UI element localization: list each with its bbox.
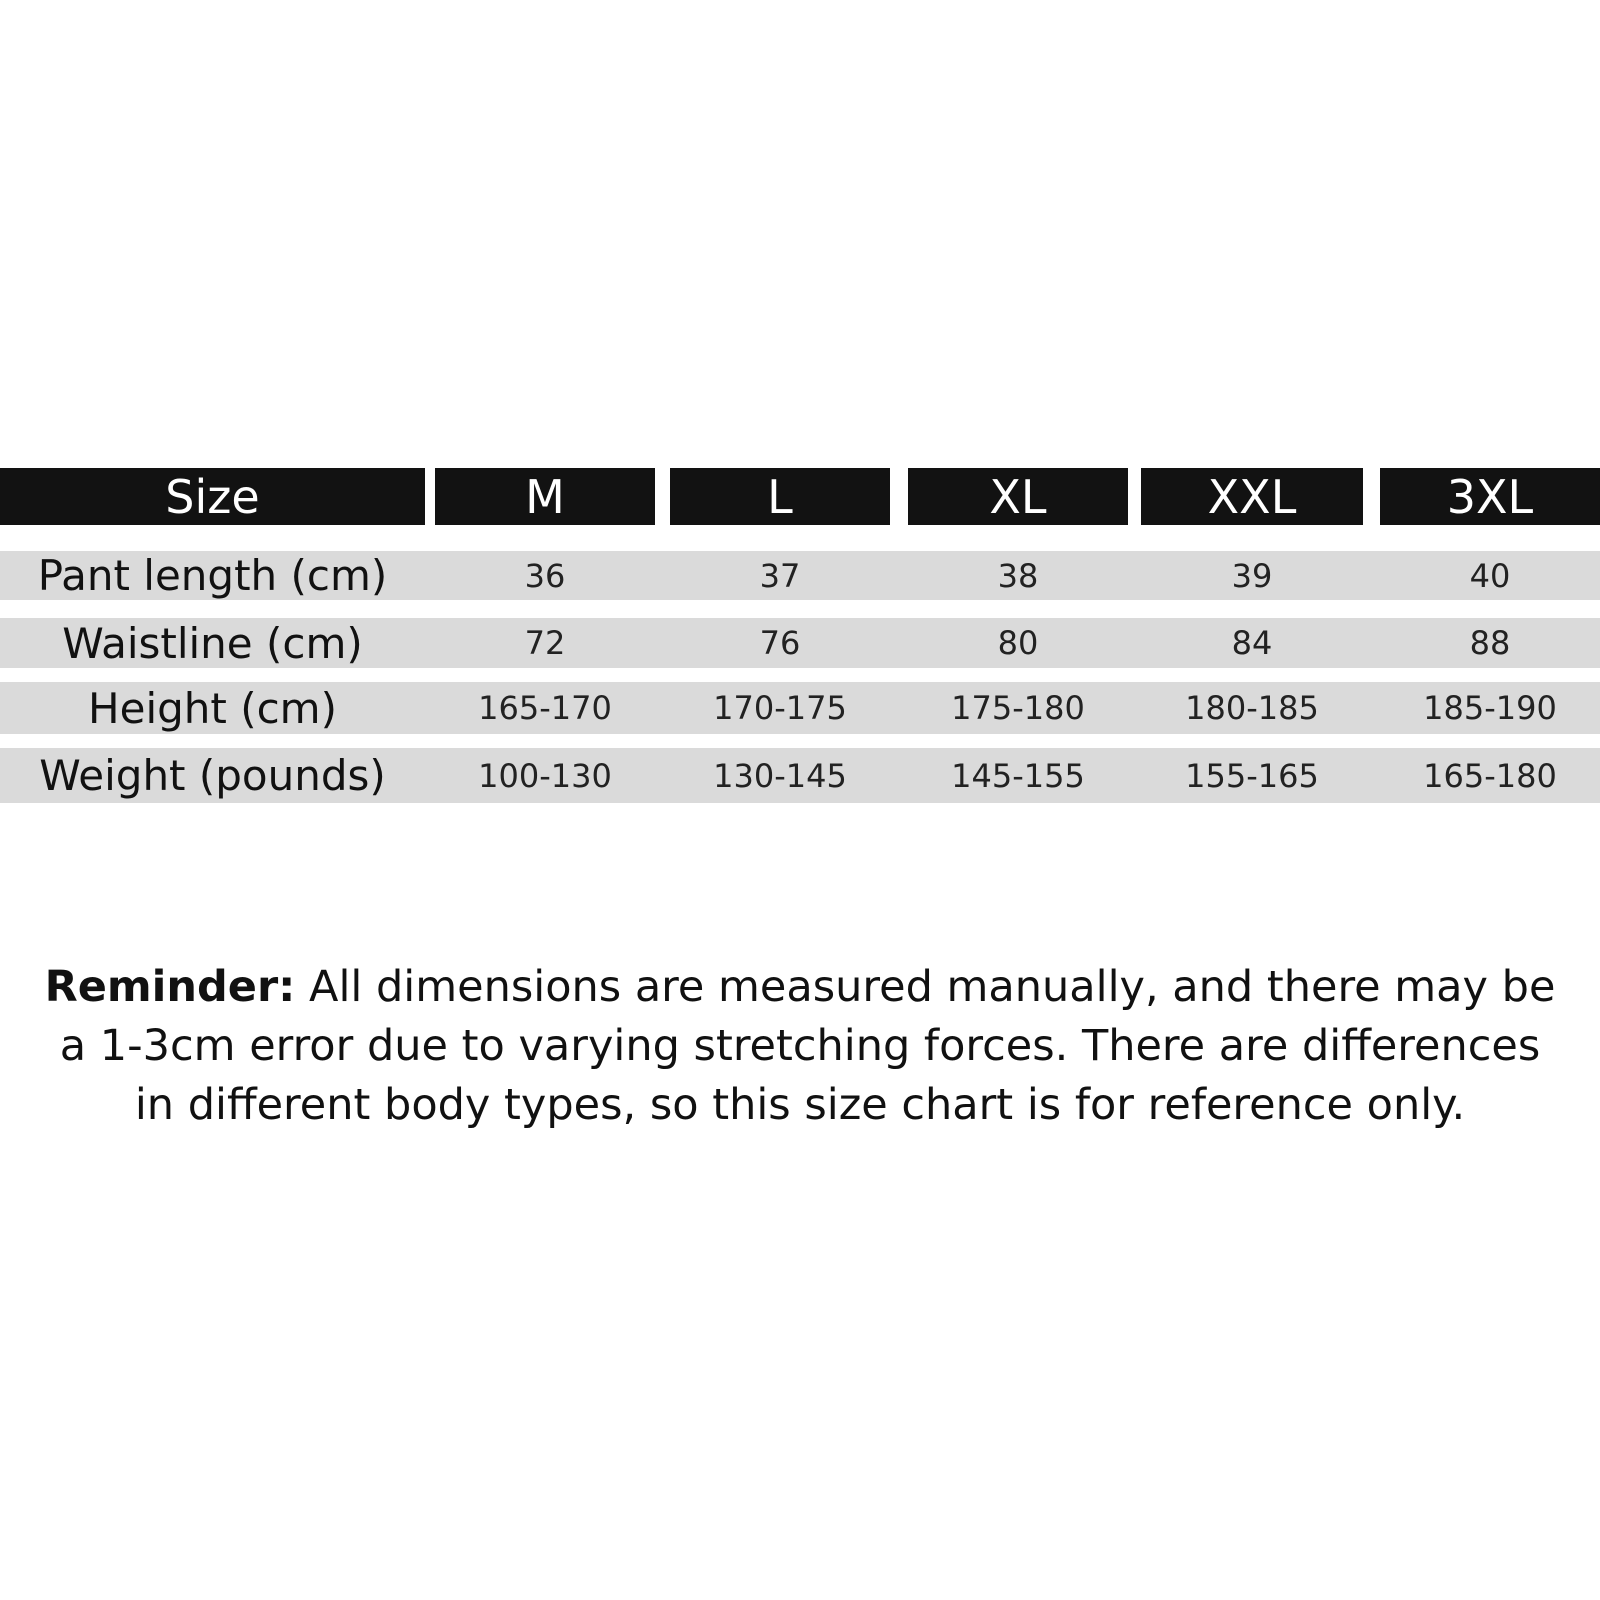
table-cell: 76	[759, 624, 801, 662]
table-row-weight: Weight (pounds) 100-130 130-145 145-155 …	[0, 748, 1600, 803]
table-row-height: Height (cm) 165-170 170-175 175-180 180-…	[0, 682, 1600, 734]
table-cell: 170-175	[713, 689, 847, 727]
table-cell: 180-185	[1185, 689, 1319, 727]
table-cell: 100-130	[478, 756, 612, 795]
table-cell: 40	[1469, 556, 1511, 595]
table-cell: 38	[997, 556, 1039, 595]
header-l: L	[670, 468, 890, 525]
reminder-label: Reminder:	[44, 962, 296, 1012]
reminder-note: Reminder: All dimensions are measured ma…	[40, 958, 1560, 1135]
table-cell: 130-145	[713, 756, 847, 795]
header-size: Size	[0, 468, 425, 525]
table-cell: 37	[759, 556, 801, 595]
table-cell: 145-155	[951, 756, 1085, 795]
table-row-pant-length: Pant length (cm) 36 37 38 39 40	[0, 551, 1600, 600]
table-cell: 39	[1231, 556, 1273, 595]
table-cell: 155-165	[1185, 756, 1319, 795]
table-cell: 175-180	[951, 689, 1085, 727]
header-xxl: XXL	[1141, 468, 1363, 525]
row-label: Height (cm)	[88, 683, 337, 733]
table-cell: 84	[1231, 624, 1273, 662]
row-label: Waistline (cm)	[62, 618, 363, 668]
table-cell: 165-170	[478, 689, 612, 727]
reminder-text: All dimensions are measured manually, an…	[59, 962, 1556, 1130]
table-cell: 72	[524, 624, 566, 662]
header-3xl: 3XL	[1380, 468, 1600, 525]
table-cell: 185-190	[1423, 689, 1557, 727]
header-m: M	[435, 468, 655, 525]
table-cell: 88	[1469, 624, 1511, 662]
table-cell: 36	[524, 556, 566, 595]
row-label: Weight (pounds)	[39, 751, 386, 800]
table-row-waistline: Waistline (cm) 72 76 80 84 88	[0, 618, 1600, 668]
header-xl: XL	[908, 468, 1128, 525]
table-cell: 165-180	[1423, 756, 1557, 795]
table-cell: 80	[997, 624, 1039, 662]
row-label: Pant length (cm)	[37, 551, 388, 600]
